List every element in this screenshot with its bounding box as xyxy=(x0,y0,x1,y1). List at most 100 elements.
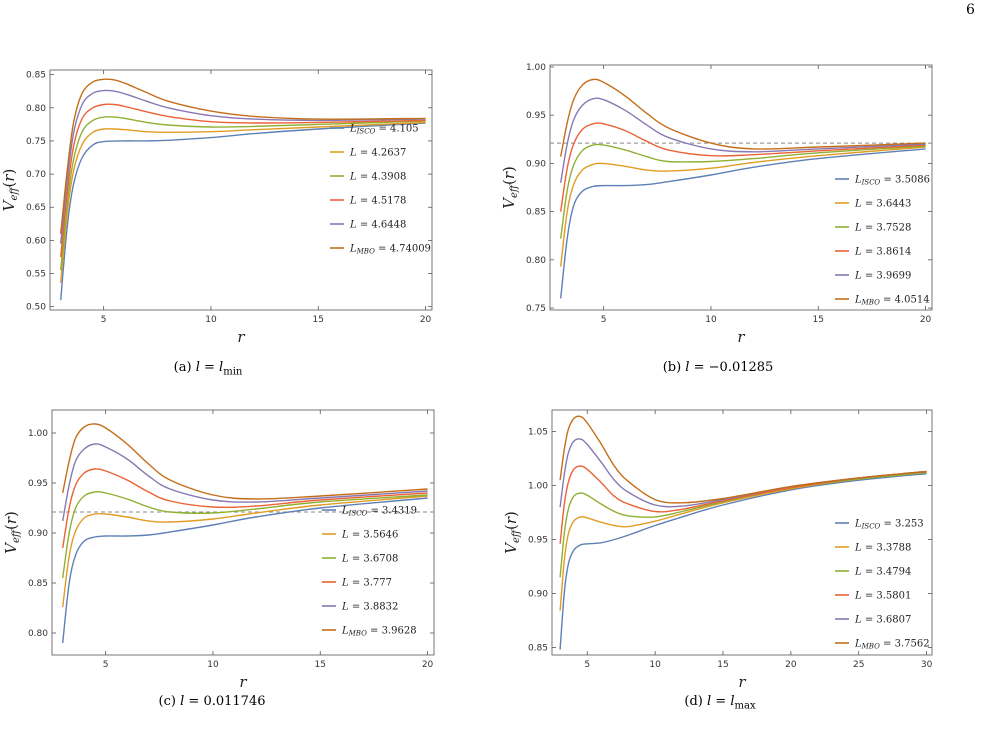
y-tick-label: 1.05 xyxy=(528,428,548,438)
caption-a: (a) l = lmin xyxy=(174,360,243,378)
y-tick-label: 0.85 xyxy=(528,643,548,653)
x-axis-label: r xyxy=(738,673,746,691)
series-line-0 xyxy=(62,497,428,644)
legend-entry: L = 3.6708 xyxy=(341,554,398,565)
caption-eq: = xyxy=(204,360,215,375)
y-axis-label: Veff(r) xyxy=(2,511,22,554)
caption-b: (b) l = −0.01285 xyxy=(663,360,774,375)
series-line-4 xyxy=(60,89,426,244)
legend-entry: L = 3.777 xyxy=(341,578,392,589)
legend-entry: L = 3.5801 xyxy=(854,591,911,602)
y-tick-label: 0.80 xyxy=(526,256,546,266)
series-line-5 xyxy=(62,423,428,500)
caption-label: (d) xyxy=(684,694,703,709)
plot-frame xyxy=(549,64,933,311)
y-axis-label: Veff(r) xyxy=(0,169,20,212)
y-tick-label: 0.90 xyxy=(528,589,548,599)
series-line-2 xyxy=(62,491,428,579)
y-tick-label: 0.75 xyxy=(526,304,546,314)
caption-d: (d) l = lmax xyxy=(684,694,755,712)
legend-entry: LISCO = 3.253 xyxy=(854,519,924,531)
y-tick-label: 0.85 xyxy=(28,579,48,589)
x-tick-label: 5 xyxy=(101,315,107,325)
legend-entry: LMBO = 3.7562 xyxy=(854,639,930,651)
x-tick-label: 10 xyxy=(705,315,717,325)
y-tick-label: 0.95 xyxy=(528,536,548,546)
series-line-2 xyxy=(560,143,926,239)
legend-entry: L = 3.6443 xyxy=(854,199,911,210)
y-tick-label: 0.60 xyxy=(26,236,46,246)
legend-entry: LMBO = 4.0514 xyxy=(854,295,930,307)
legend-entry: LMBO = 3.9628 xyxy=(341,626,417,638)
legend-entry: L = 3.9699 xyxy=(854,271,911,282)
legend-entry: LISCO = 4.105 xyxy=(349,124,419,136)
caption-var: l xyxy=(706,694,712,709)
caption-sub: min xyxy=(223,366,243,378)
x-tick-label: 15 xyxy=(813,315,824,325)
caption-var: l xyxy=(685,360,690,375)
x-tick-label: 5 xyxy=(103,660,109,670)
legend-entry: LISCO = 3.5086 xyxy=(854,175,930,187)
legend-entry: L = 3.8832 xyxy=(341,602,398,613)
series-line-5 xyxy=(559,415,927,504)
x-axis-label: r xyxy=(239,673,247,691)
y-tick-label: 1.00 xyxy=(526,63,546,73)
caption-var: l xyxy=(195,360,200,375)
caption-var: l xyxy=(180,694,185,709)
x-tick-label: 5 xyxy=(584,660,590,670)
series-line-2 xyxy=(60,116,426,271)
chart-svg: 5 10 15 20 25 30 0.85 0.90 0.95 1.00 1.05 r Veff(r) L… xyxy=(502,409,933,691)
series-line-3 xyxy=(560,122,926,212)
series-line-3 xyxy=(62,468,428,549)
x-tick-label: 25 xyxy=(853,660,864,670)
y-tick-label: 1.00 xyxy=(528,482,548,492)
legend-entry: LISCO = 3.4319 xyxy=(341,506,417,518)
x-axis-label: r xyxy=(737,328,745,346)
y-tick-label: 0.50 xyxy=(26,303,46,313)
legend-entry: L = 3.8614 xyxy=(854,247,911,258)
panel-a: 5 10 15 20 0.50 0.55 0.60 0.65 0.70 0.75 0.80 0.85 r… xyxy=(0,60,440,346)
x-tick-label: 15 xyxy=(313,315,324,325)
y-axis-label: Veff(r) xyxy=(500,166,520,209)
series-line-0 xyxy=(560,148,926,299)
series-line-5 xyxy=(560,78,926,157)
series-line-3 xyxy=(559,465,927,544)
x-tick-label: 20 xyxy=(785,660,797,670)
caption-label: (a) xyxy=(173,360,192,375)
series-line-1 xyxy=(559,471,927,611)
series-line-4 xyxy=(560,97,926,183)
caption-value: l xyxy=(730,694,735,709)
y-tick-label: 0.90 xyxy=(28,529,48,539)
y-tick-label: 0.85 xyxy=(26,71,46,81)
caption-eq: = xyxy=(715,694,727,709)
x-tick-label: 20 xyxy=(422,660,434,670)
y-tick-label: 0.55 xyxy=(26,270,46,280)
x-tick-label: 30 xyxy=(921,660,933,670)
plot-frame xyxy=(49,69,433,311)
x-axis-label: r xyxy=(237,328,245,346)
x-tick-label: 15 xyxy=(315,660,326,670)
y-tick-label: 0.95 xyxy=(28,479,48,489)
x-tick-label: 10 xyxy=(207,660,219,670)
panel-d: 5 10 15 20 25 30 0.85 0.90 0.95 1.00 1.05 r Veff(r) L… xyxy=(500,400,940,691)
page-number: 6 xyxy=(966,2,975,18)
x-tick-label: 10 xyxy=(205,315,217,325)
y-tick-label: 0.65 xyxy=(26,203,46,213)
x-tick-label: 15 xyxy=(717,660,728,670)
legend-entry: L = 3.6807 xyxy=(854,615,911,626)
panel-c: 5 10 15 20 0.80 0.85 0.90 0.95 1.00 r Veff(r) LISCO… xyxy=(0,400,440,691)
y-tick-label: 0.70 xyxy=(26,170,46,180)
caption-label: (b) xyxy=(662,360,682,375)
caption-eq: = xyxy=(693,360,705,375)
legend-entry: L = 3.7528 xyxy=(854,223,911,234)
x-tick-label: 10 xyxy=(649,660,661,670)
caption-value: 0.011746 xyxy=(203,694,266,709)
x-tick-label: 5 xyxy=(601,315,607,325)
series-line-0 xyxy=(60,122,426,301)
caption-label: (c) xyxy=(158,694,176,709)
series-line-4 xyxy=(62,443,428,522)
caption-c: (c) l = 0.011746 xyxy=(159,694,266,709)
y-tick-label: 0.95 xyxy=(526,111,546,121)
chart-svg: 5 10 15 20 0.75 0.80 0.85 0.90 0.95 1.00 r Veff(r) L… xyxy=(500,63,933,346)
caption-value: −0.01285 xyxy=(708,360,774,375)
